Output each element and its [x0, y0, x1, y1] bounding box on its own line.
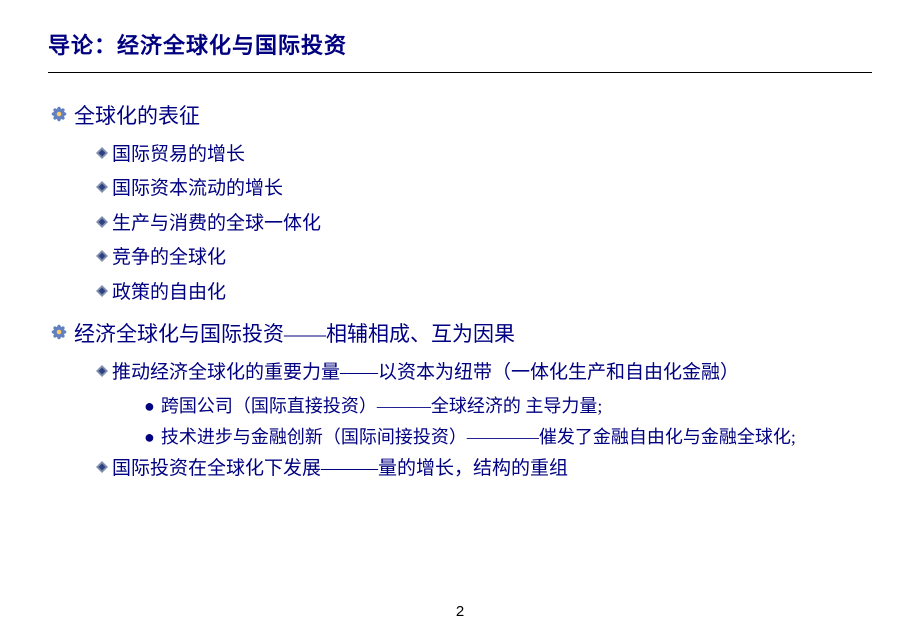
- level2-item: 国际资本流动的增长: [96, 175, 872, 204]
- diamond-bullet-icon: [96, 461, 108, 473]
- dot-bullet-icon: ●: [144, 393, 155, 420]
- dot-bullet-icon: ●: [144, 424, 155, 451]
- level1-item: 全球化的表征: [50, 101, 872, 133]
- diamond-bullet-icon: [96, 216, 108, 228]
- level2-text: 政策的自由化: [112, 279, 226, 308]
- level2-item: 竞争的全球化: [96, 244, 872, 273]
- level2-text: 竞争的全球化: [112, 244, 226, 273]
- level1-text: 经济全球化与国际投资——相辅相成、互为因果: [74, 319, 515, 351]
- level2-item: 国际贸易的增长: [96, 141, 872, 170]
- level3-item: ●技术进步与金融创新（国际间接投资）————催发了金融自由化与金融全球化;: [144, 424, 872, 451]
- flower-bullet-icon: [50, 105, 68, 123]
- slide-content: 全球化的表征国际贸易的增长国际资本流动的增长生产与消费的全球一体化竞争的全球化政…: [48, 101, 872, 484]
- level2-item: 生产与消费的全球一体化: [96, 210, 872, 239]
- diamond-bullet-icon: [96, 147, 108, 159]
- level2-text: 生产与消费的全球一体化: [112, 210, 321, 239]
- page-number: 2: [456, 603, 464, 620]
- level3-text: 跨国公司（国际直接投资）———全球经济的 主导力量;: [161, 393, 603, 420]
- diamond-bullet-icon: [96, 250, 108, 262]
- diamond-bullet-icon: [96, 285, 108, 297]
- slide-title: 导论：经济全球化与国际投资: [48, 28, 872, 60]
- title-underline: [48, 72, 872, 73]
- level2-text: 推动经济全球化的重要力量——以资本为纽带（一体化生产和自由化金融）: [112, 359, 739, 388]
- level3-item: ●跨国公司（国际直接投资）———全球经济的 主导力量;: [144, 393, 872, 420]
- diamond-bullet-icon: [96, 181, 108, 193]
- level2-text: 国际贸易的增长: [112, 141, 245, 170]
- level2-text: 国际投资在全球化下发展———量的增长，结构的重组: [112, 455, 568, 484]
- level2-item: 政策的自由化: [96, 279, 872, 308]
- flower-bullet-icon: [50, 323, 68, 341]
- level1-text: 全球化的表征: [74, 101, 200, 133]
- level2-item: 推动经济全球化的重要力量——以资本为纽带（一体化生产和自由化金融）: [96, 359, 872, 388]
- level1-item: 经济全球化与国际投资——相辅相成、互为因果: [50, 319, 872, 351]
- level2-item: 国际投资在全球化下发展———量的增长，结构的重组: [96, 455, 872, 484]
- diamond-bullet-icon: [96, 365, 108, 377]
- level2-text: 国际资本流动的增长: [112, 175, 283, 204]
- level3-text: 技术进步与金融创新（国际间接投资）————催发了金融自由化与金融全球化;: [161, 424, 796, 451]
